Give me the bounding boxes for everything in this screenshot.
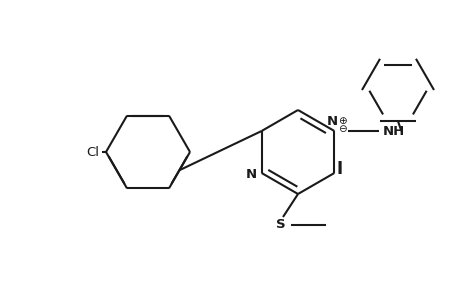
Text: N: N xyxy=(326,115,337,128)
Text: NH: NH xyxy=(381,124,404,137)
Text: Cl: Cl xyxy=(86,146,99,158)
Text: N: N xyxy=(245,169,256,182)
Text: I: I xyxy=(336,160,341,178)
Text: ⊖: ⊖ xyxy=(337,124,346,134)
Text: S: S xyxy=(275,218,285,232)
Text: ⊕: ⊕ xyxy=(337,116,346,126)
